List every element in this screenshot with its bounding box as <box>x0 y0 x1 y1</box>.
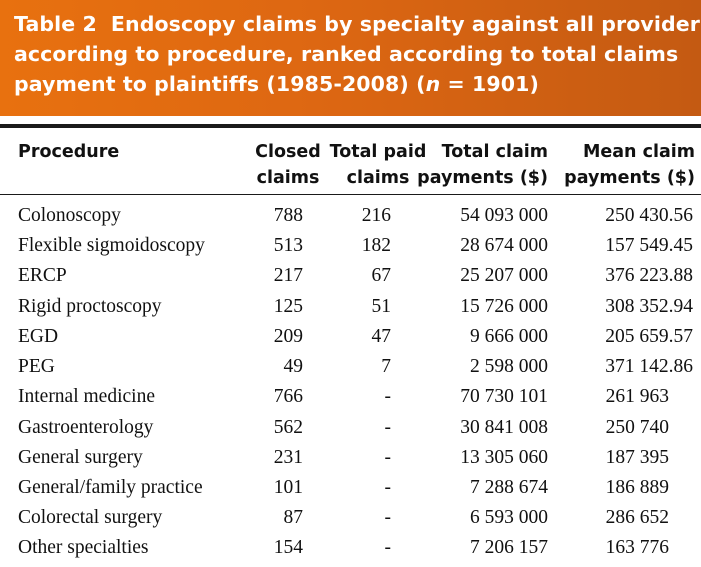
table-row: Flexible sigmoidoscopy 513 182 28 674 00… <box>0 231 701 261</box>
cell-total-claim-payments: 13 305 060 <box>460 447 548 468</box>
header-paid-line1: Total paid <box>329 142 427 162</box>
title-line-2: according to procedure, ranked according… <box>14 42 679 66</box>
cell-closed-claims: 101 <box>273 477 303 498</box>
cell-total-claim-payments: 7 206 157 <box>470 537 548 558</box>
cell-total-paid-claims: - <box>384 386 392 407</box>
cell-total-claim-payments: 30 841 008 <box>460 417 548 438</box>
cell-total-claim-payments: 2 598 000 <box>470 356 548 377</box>
cell-closed-claims: 154 <box>273 537 303 558</box>
cell-total-paid-claims: 7 <box>381 356 391 377</box>
table-row: ERCP 217 67 25 207 000 376 223.88 <box>0 261 701 291</box>
cell-procedure: Colorectal surgery <box>18 507 163 528</box>
cell-closed-claims: 231 <box>273 447 303 468</box>
cell-total-paid-claims: - <box>384 417 392 438</box>
cell-total-claim-payments: 28 674 000 <box>460 235 548 256</box>
cell-mean-claim-payments: 250 740 <box>605 417 669 438</box>
header-total-paid-claims: Total paid claims <box>326 139 430 191</box>
cell-procedure: Rigid proctoscopy <box>18 296 162 317</box>
cell-total-paid-claims: - <box>384 507 392 528</box>
cell-procedure: Colonoscopy <box>18 205 121 226</box>
table-row: Gastroenterology 562 - 30 841 008 250 74… <box>0 413 701 443</box>
cell-mean-claim-payments: 186 889 <box>605 477 669 498</box>
cell-mean-claim-payments: 163 776 <box>605 537 669 558</box>
header-mean-line1: Mean claim <box>582 142 695 162</box>
cell-mean-claim-payments: 371 142.86 <box>605 356 693 377</box>
cell-closed-claims: 766 <box>273 386 303 407</box>
table-number: Table 2 <box>14 12 97 36</box>
title-line-1: Table 2 Endoscopy claims by specialty aga… <box>14 9 701 39</box>
header-paid-line2: claims <box>346 168 410 188</box>
table-row: General/family practice 101 - 7 288 674 … <box>0 473 701 503</box>
cell-closed-claims: 788 <box>273 205 303 226</box>
header-total-line2: payments ($) <box>417 168 548 188</box>
cell-closed-claims: 217 <box>273 265 303 286</box>
cell-procedure: Other specialties <box>18 537 149 558</box>
cell-total-paid-claims: 67 <box>371 265 392 286</box>
table-row: General surgery 231 - 13 305 060 187 395 <box>0 443 701 473</box>
header-closed-line1: Closed <box>255 142 321 162</box>
cell-total-paid-claims: - <box>384 477 392 498</box>
cell-procedure: EGD <box>18 326 59 347</box>
cell-procedure: PEG <box>18 356 55 377</box>
cell-mean-claim-payments: 376 223.88 <box>605 265 693 286</box>
cell-procedure: ERCP <box>18 265 67 286</box>
cell-total-claim-payments: 70 730 101 <box>460 386 548 407</box>
title-line-3: payment to plaintiffs (1985-2008) (n = 1… <box>14 69 691 99</box>
cell-mean-claim-payments: 250 430.56 <box>605 205 693 226</box>
cell-total-paid-claims: 216 <box>361 205 391 226</box>
cell-total-paid-claims: 182 <box>361 235 391 256</box>
cell-closed-claims: 87 <box>283 507 304 528</box>
table-row: Internal medicine 766 - 70 730 101 261 9… <box>0 382 701 412</box>
title-text-1: Endoscopy claims by specialty against al… <box>110 12 701 36</box>
header-closed-claims: Closed claims <box>250 139 326 191</box>
cell-mean-claim-payments: 205 659.57 <box>605 326 693 347</box>
title-text-3a: payment to plaintiffs (1985-2008) ( <box>14 72 426 96</box>
table-row: Colorectal surgery 87 - 6 593 000 286 65… <box>0 503 701 533</box>
table-row: Colonoscopy 788 216 54 093 000 250 430.5… <box>0 201 701 231</box>
cell-total-claim-payments: 15 726 000 <box>460 296 548 317</box>
cell-procedure: Flexible sigmoidoscopy <box>18 235 205 256</box>
title-n-symbol: n <box>425 72 441 96</box>
header-mean-claim-payments: Mean claim payments ($) <box>564 139 695 191</box>
cell-total-claim-payments: 9 666 000 <box>470 326 548 347</box>
cell-procedure: Internal medicine <box>18 386 155 407</box>
table-title-banner: Table 2 Endoscopy claims by specialty aga… <box>0 0 701 116</box>
table-row: PEG 49 7 2 598 000 371 142.86 <box>0 352 701 382</box>
cell-total-paid-claims: - <box>384 537 392 558</box>
header-mean-line2: payments ($) <box>564 168 695 188</box>
header-total-line1: Total claim <box>441 142 548 162</box>
cell-total-paid-claims: 51 <box>371 296 392 317</box>
header-bottom-rule <box>0 194 701 195</box>
title-text-3b: = 1901) <box>440 72 539 96</box>
table-top-rule <box>0 124 701 128</box>
cell-mean-claim-payments: 157 549.45 <box>605 235 693 256</box>
cell-total-claim-payments: 25 207 000 <box>460 265 548 286</box>
cell-total-paid-claims: 47 <box>371 326 392 347</box>
cell-total-claim-payments: 7 288 674 <box>470 477 548 498</box>
cell-closed-claims: 562 <box>273 417 303 438</box>
cell-closed-claims: 513 <box>273 235 303 256</box>
table-row: EGD 209 47 9 666 000 205 659.57 <box>0 322 701 352</box>
cell-closed-claims: 209 <box>273 326 303 347</box>
cell-procedure: General/family practice <box>18 477 203 498</box>
header-total-claim-payments: Total claim payments ($) <box>417 139 548 191</box>
header-closed-line2: claims <box>256 168 320 188</box>
cell-closed-claims: 125 <box>273 296 303 317</box>
cell-mean-claim-payments: 308 352.94 <box>605 296 693 317</box>
cell-mean-claim-payments: 187 395 <box>605 447 669 468</box>
cell-procedure: General surgery <box>18 447 143 468</box>
cell-closed-claims: 49 <box>283 356 304 377</box>
cell-total-paid-claims: - <box>384 447 392 468</box>
cell-mean-claim-payments: 261 963 <box>605 386 669 407</box>
cell-total-claim-payments: 54 093 000 <box>460 205 548 226</box>
cell-mean-claim-payments: 286 652 <box>605 507 669 528</box>
table-row: Other specialties 154 - 7 206 157 163 77… <box>0 533 701 563</box>
header-procedure: Procedure <box>18 142 120 162</box>
cell-procedure: Gastroenterology <box>18 417 154 438</box>
table-row: Rigid proctoscopy 125 51 15 726 000 308 … <box>0 292 701 322</box>
cell-total-claim-payments: 6 593 000 <box>470 507 548 528</box>
